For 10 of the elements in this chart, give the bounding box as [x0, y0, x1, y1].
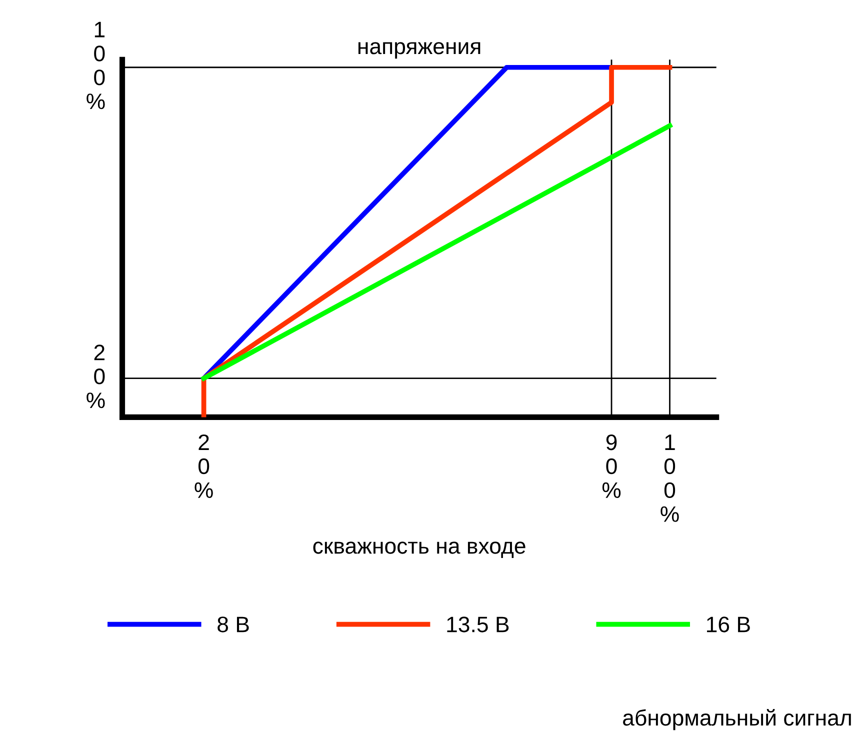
x-axis-title: скважность на входе [313, 542, 526, 558]
legend-label: 16 В [707, 616, 750, 632]
line-series [201, 64, 672, 418]
legend-label: 8 В [218, 616, 249, 632]
chart-title: напряжения [358, 42, 480, 59]
x-tick-label: 20% [194, 434, 213, 498]
text: абнормальный сигнал [623, 708, 851, 730]
x-tick-label: 100% [660, 434, 679, 522]
x-tick-label: 90% [602, 434, 621, 498]
legend-label: 13.5 В [447, 616, 509, 632]
